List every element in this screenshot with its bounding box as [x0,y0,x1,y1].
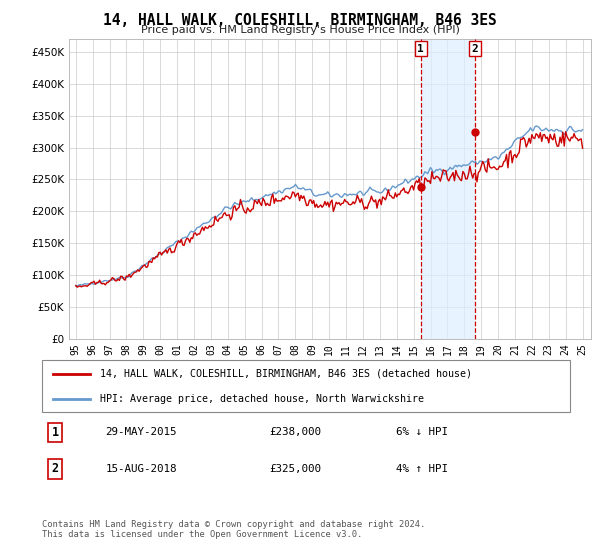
Text: Price paid vs. HM Land Registry's House Price Index (HPI): Price paid vs. HM Land Registry's House … [140,25,460,35]
Text: 2: 2 [472,44,478,54]
Text: 15-AUG-2018: 15-AUG-2018 [106,464,177,474]
Text: 14, HALL WALK, COLESHILL, BIRMINGHAM, B46 3ES: 14, HALL WALK, COLESHILL, BIRMINGHAM, B4… [103,13,497,28]
Text: £325,000: £325,000 [269,464,321,474]
Text: 14, HALL WALK, COLESHILL, BIRMINGHAM, B46 3ES (detached house): 14, HALL WALK, COLESHILL, BIRMINGHAM, B4… [100,369,472,379]
Text: £238,000: £238,000 [269,427,321,437]
Text: 1: 1 [52,426,59,439]
Text: HPI: Average price, detached house, North Warwickshire: HPI: Average price, detached house, Nort… [100,394,424,404]
Text: Contains HM Land Registry data © Crown copyright and database right 2024.
This d: Contains HM Land Registry data © Crown c… [42,520,425,539]
Text: 2: 2 [52,462,59,475]
Text: 29-MAY-2015: 29-MAY-2015 [106,427,177,437]
Text: 4% ↑ HPI: 4% ↑ HPI [396,464,448,474]
Text: 1: 1 [418,44,424,54]
Text: 6% ↓ HPI: 6% ↓ HPI [396,427,448,437]
Bar [421,39,475,339]
